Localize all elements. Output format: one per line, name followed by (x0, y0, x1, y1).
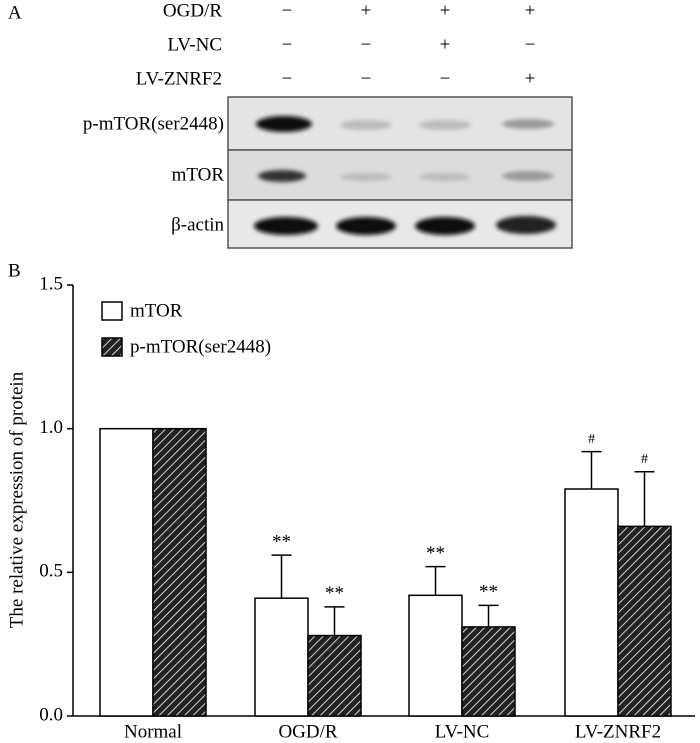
significance-label: ** (479, 582, 498, 603)
condition-mark: − (282, 68, 293, 89)
condition-mark: − (440, 68, 451, 89)
significance-label: ** (325, 583, 344, 604)
legend-swatch (101, 301, 123, 321)
legend-label: p-mTOR(ser2448) (130, 336, 271, 357)
bar (461, 626, 516, 717)
x-tick-label: OGD/R (278, 721, 337, 742)
blot-label: p-mTOR(ser2448) (83, 113, 224, 134)
condition-label: LV-ZNRF2 (136, 68, 222, 89)
bar (152, 427, 207, 717)
bar (99, 427, 154, 717)
significance-label: # (588, 432, 595, 447)
condition-mark: + (361, 0, 372, 21)
condition-mark: − (361, 68, 372, 89)
significance-label: # (641, 452, 648, 467)
x-tick-label: LV-ZNRF2 (575, 721, 661, 742)
bar (617, 525, 672, 717)
significance-label: ** (272, 531, 291, 552)
condition-mark: + (525, 0, 536, 21)
panel-label: A (8, 2, 22, 23)
condition-mark: − (282, 0, 293, 21)
y-tick-label: 0.5 (39, 561, 63, 582)
blot-label: β-actin (171, 214, 224, 235)
bar (564, 488, 619, 717)
panel-label: B (8, 260, 21, 281)
condition-mark: − (361, 34, 372, 55)
condition-mark: + (440, 34, 451, 55)
condition-mark: + (440, 0, 451, 21)
blot-label: mTOR (172, 164, 225, 185)
significance-label: ** (426, 543, 445, 564)
blot-image (227, 96, 573, 249)
condition-mark: − (525, 34, 536, 55)
legend-swatch (101, 337, 123, 357)
condition-label: OGD/R (163, 0, 222, 21)
legend-label: mTOR (130, 300, 183, 321)
x-tick-label: Normal (124, 721, 182, 742)
condition-label: LV-NC (167, 34, 222, 55)
condition-mark: + (525, 68, 536, 89)
bar (307, 634, 362, 717)
y-tick-label: 0.0 (39, 704, 63, 725)
y-tick-label: 1.0 (39, 417, 63, 438)
y-tick-label: 1.5 (39, 273, 63, 294)
y-axis-label: The relative expression of protein (6, 371, 27, 628)
x-tick-label: LV-NC (435, 721, 490, 742)
condition-mark: − (282, 34, 293, 55)
bar (408, 594, 463, 717)
bar (254, 597, 309, 717)
